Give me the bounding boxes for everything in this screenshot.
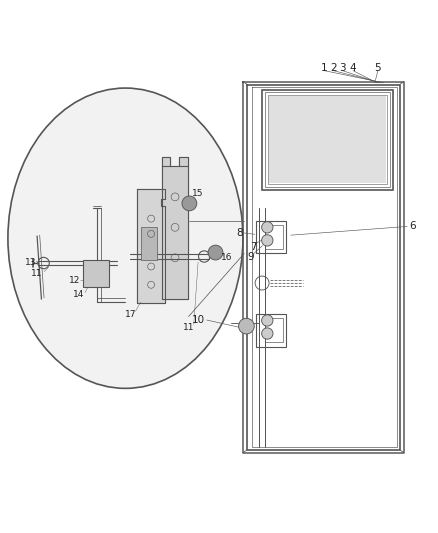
- Text: 4: 4: [350, 62, 357, 72]
- Text: 15: 15: [191, 189, 203, 198]
- Text: 17: 17: [125, 310, 137, 319]
- Circle shape: [261, 235, 273, 246]
- Text: 13: 13: [25, 257, 36, 266]
- Polygon shape: [162, 157, 170, 166]
- Polygon shape: [162, 166, 187, 299]
- Text: 12: 12: [69, 276, 80, 285]
- Polygon shape: [137, 189, 166, 303]
- Text: 11: 11: [32, 269, 43, 278]
- Bar: [256, 221, 286, 254]
- Text: 9: 9: [247, 252, 254, 262]
- Text: 2: 2: [330, 62, 337, 72]
- Bar: [269, 96, 386, 183]
- Text: 1: 1: [321, 62, 328, 72]
- Polygon shape: [179, 157, 187, 166]
- Text: 6: 6: [410, 221, 416, 231]
- Bar: [265, 92, 390, 187]
- Text: 11: 11: [183, 323, 194, 332]
- Bar: [256, 314, 286, 346]
- Bar: [261, 90, 393, 190]
- Bar: [83, 260, 110, 287]
- Bar: [268, 94, 388, 184]
- Circle shape: [261, 328, 273, 339]
- Text: 14: 14: [73, 290, 85, 300]
- Text: 5: 5: [374, 62, 381, 72]
- Bar: [141, 228, 157, 260]
- Text: 16: 16: [221, 253, 233, 262]
- Text: 10: 10: [191, 315, 205, 325]
- Circle shape: [239, 318, 254, 334]
- Circle shape: [261, 315, 273, 326]
- Bar: [265, 318, 283, 342]
- Text: 7: 7: [250, 242, 256, 252]
- Circle shape: [261, 222, 273, 233]
- Ellipse shape: [8, 88, 243, 389]
- Text: 8: 8: [237, 228, 243, 238]
- Bar: [265, 225, 283, 249]
- Circle shape: [182, 196, 197, 211]
- Circle shape: [208, 245, 223, 260]
- Text: 3: 3: [339, 62, 346, 72]
